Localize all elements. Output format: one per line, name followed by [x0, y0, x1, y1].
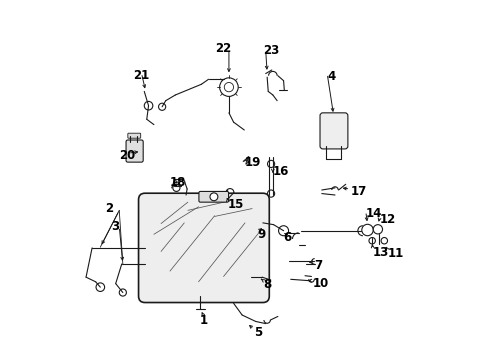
Text: 22: 22 [215, 42, 231, 55]
Text: 7: 7 [315, 258, 323, 271]
Text: 6: 6 [284, 231, 292, 244]
Circle shape [268, 160, 275, 167]
Text: 5: 5 [254, 327, 262, 339]
Text: 11: 11 [388, 247, 404, 260]
Text: 3: 3 [111, 220, 119, 233]
FancyBboxPatch shape [139, 193, 270, 302]
Circle shape [96, 283, 104, 292]
Circle shape [224, 82, 234, 92]
FancyBboxPatch shape [128, 133, 141, 138]
Circle shape [256, 274, 262, 280]
Text: 19: 19 [245, 156, 261, 169]
Text: 13: 13 [373, 246, 389, 258]
Circle shape [220, 78, 238, 96]
Circle shape [381, 238, 388, 244]
Circle shape [362, 224, 373, 236]
Text: 1: 1 [200, 314, 208, 327]
Text: 17: 17 [350, 185, 367, 198]
Circle shape [159, 103, 166, 111]
Text: 15: 15 [228, 198, 244, 211]
Circle shape [279, 226, 289, 236]
Text: 2: 2 [105, 202, 113, 215]
Text: 4: 4 [327, 70, 336, 83]
Text: 20: 20 [119, 149, 136, 162]
Circle shape [268, 190, 275, 197]
Text: 8: 8 [264, 278, 272, 291]
Text: 18: 18 [169, 176, 186, 189]
FancyBboxPatch shape [126, 140, 143, 162]
Text: 14: 14 [366, 207, 382, 220]
Text: 21: 21 [134, 69, 150, 82]
FancyBboxPatch shape [320, 113, 348, 149]
Circle shape [144, 102, 153, 110]
Text: 12: 12 [380, 213, 396, 226]
Text: 23: 23 [264, 44, 280, 57]
Text: 9: 9 [258, 228, 266, 241]
Circle shape [119, 289, 126, 296]
Circle shape [369, 238, 375, 244]
FancyBboxPatch shape [199, 192, 228, 202]
Circle shape [210, 193, 218, 201]
Text: 10: 10 [313, 277, 329, 290]
Circle shape [373, 225, 383, 234]
Text: 16: 16 [273, 165, 289, 177]
Circle shape [173, 184, 180, 192]
